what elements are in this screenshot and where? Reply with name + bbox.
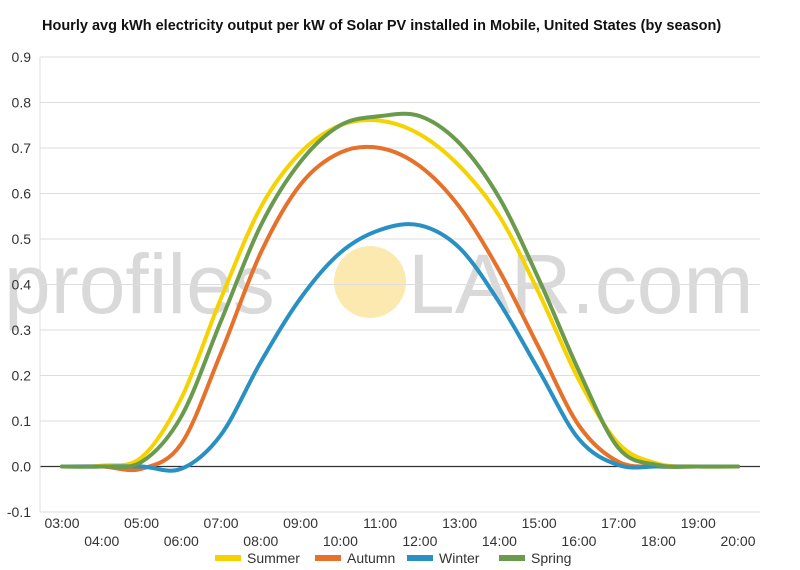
x-tick-label: 09:00 bbox=[283, 515, 318, 531]
legend-swatch-summer bbox=[215, 555, 241, 561]
x-tick-label: 10:00 bbox=[323, 533, 358, 549]
y-tick-label: 0.2 bbox=[12, 368, 32, 384]
x-tick-label: 08:00 bbox=[243, 533, 278, 549]
x-tick-label: 07:00 bbox=[204, 515, 239, 531]
x-tick-label: 03:00 bbox=[44, 515, 79, 531]
legend-label-autumn: Autumn bbox=[347, 550, 395, 566]
x-tick-label: 12:00 bbox=[402, 533, 437, 549]
watermark-sun bbox=[334, 246, 406, 318]
y-tick-label: 0.0 bbox=[12, 459, 32, 475]
series-line-autumn bbox=[60, 144, 740, 473]
legend-swatch-autumn bbox=[315, 555, 341, 561]
y-tick-label: 0.5 bbox=[12, 231, 32, 247]
x-tick-label: 18:00 bbox=[641, 533, 676, 549]
series-line-winter bbox=[60, 222, 740, 473]
x-tick-label: 19:00 bbox=[681, 515, 716, 531]
y-tick-label: 0.8 bbox=[12, 95, 32, 111]
chart-title: Hourly avg kWh electricity output per kW… bbox=[42, 18, 722, 34]
legend: Summer Autumn Winter Spring bbox=[215, 550, 571, 566]
series-line-summer bbox=[60, 118, 740, 469]
y-tick-label: -0.1 bbox=[7, 504, 31, 520]
y-tick-label: 0.1 bbox=[12, 413, 32, 429]
x-tick-label: 20:00 bbox=[720, 533, 755, 549]
x-tick-label: 11:00 bbox=[363, 515, 397, 531]
x-tick-label: 17:00 bbox=[601, 515, 636, 531]
y-tick-label: 0.3 bbox=[12, 322, 32, 338]
legend-label-spring: Spring bbox=[531, 550, 571, 566]
series-line-spring bbox=[60, 111, 740, 470]
legend-swatch-spring bbox=[499, 555, 525, 561]
y-axis: -0.1 0.0 0.1 0.2 0.3 0.4 0.5 0.6 0.7 0.8 0.9 bbox=[7, 49, 31, 520]
series-lines bbox=[60, 111, 740, 473]
x-axis: 03:00 05:00 07:00 09:00 11:00 13:00 15:00 17:00… bbox=[44, 515, 755, 549]
y-tick-label: 0.4 bbox=[12, 277, 32, 293]
x-tick-label: 05:00 bbox=[124, 515, 159, 531]
y-tick-label: 0.7 bbox=[12, 140, 32, 156]
y-tick-label: 0.6 bbox=[12, 186, 32, 202]
y-tick-label: 0.9 bbox=[12, 49, 32, 65]
x-tick-label: 15:00 bbox=[522, 515, 557, 531]
x-tick-label: 13:00 bbox=[442, 515, 477, 531]
x-tick-label: 14:00 bbox=[482, 533, 517, 549]
x-tick-label: 16:00 bbox=[561, 533, 596, 549]
legend-label-summer: Summer bbox=[247, 550, 300, 566]
x-tick-label: 06:00 bbox=[164, 533, 199, 549]
legend-swatch-winter bbox=[407, 555, 433, 561]
legend-label-winter: Winter bbox=[439, 550, 480, 566]
x-tick-label: 04:00 bbox=[84, 533, 119, 549]
